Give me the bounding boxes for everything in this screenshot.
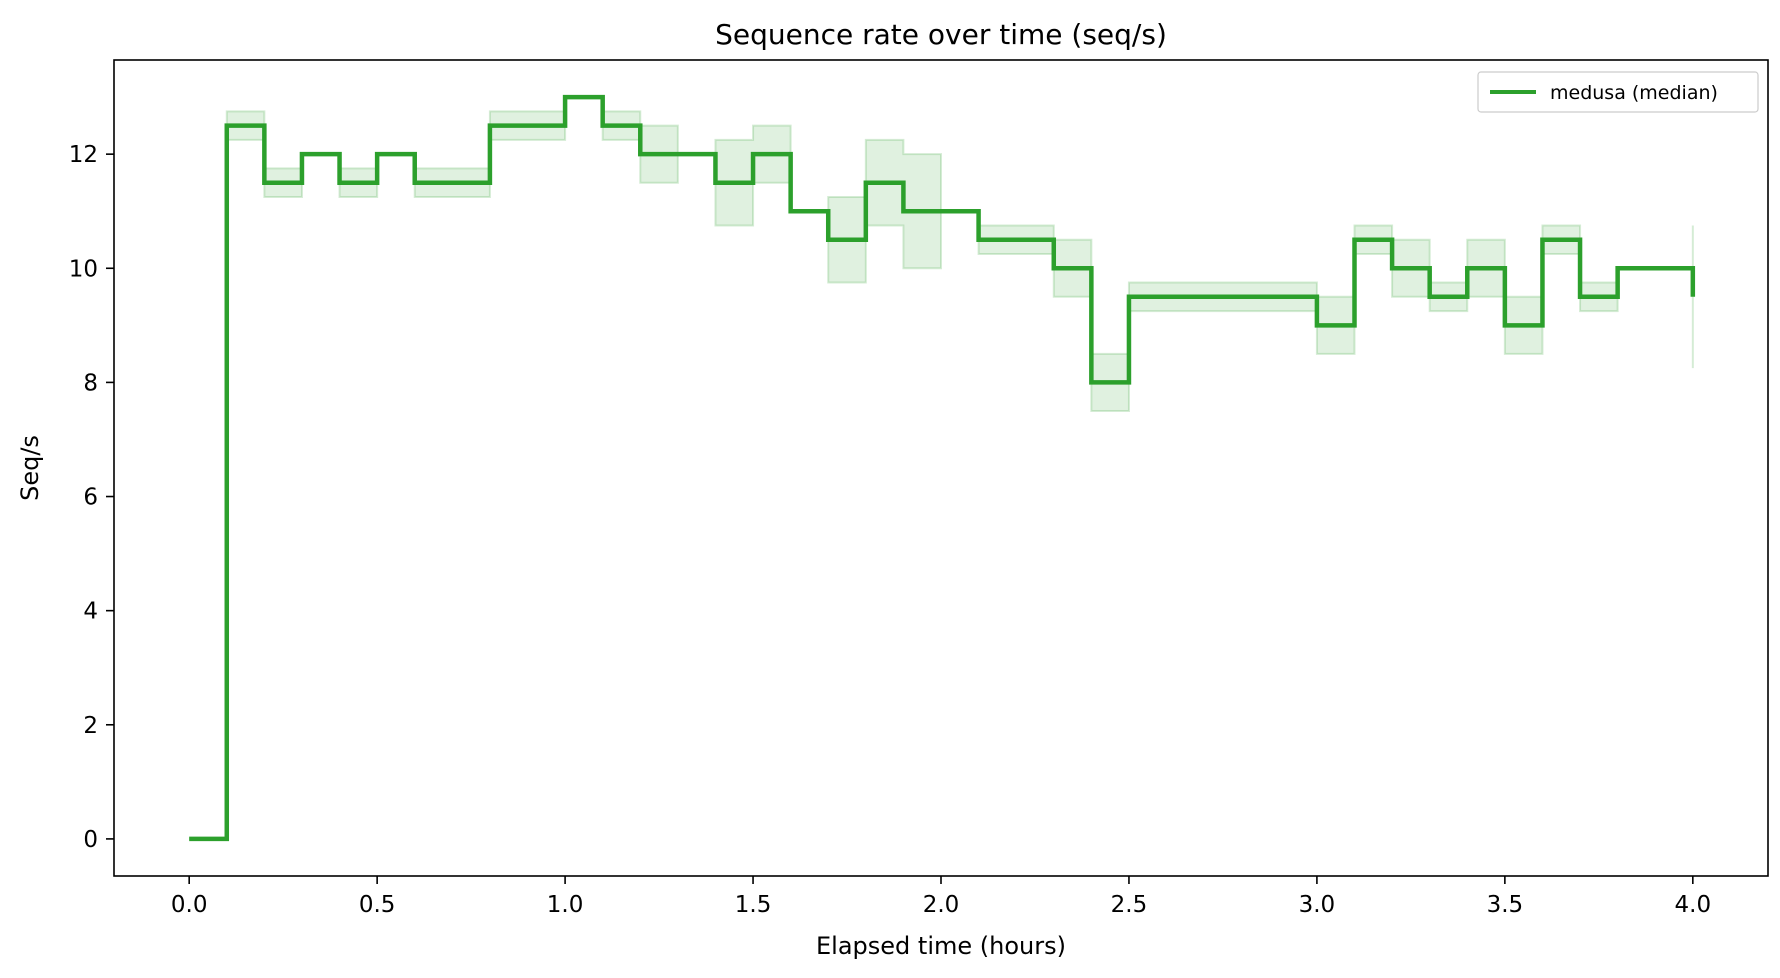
y-axis-ticks: 0 2 4 6 8 10 12 xyxy=(69,142,114,853)
x-tick-label: 1.0 xyxy=(547,892,584,918)
y-tick-label: 8 xyxy=(83,370,98,396)
y-tick-label: 6 xyxy=(83,485,98,511)
legend: medusa (median) xyxy=(1477,71,1759,113)
x-tick-label: 1.5 xyxy=(735,892,772,918)
y-tick-label: 10 xyxy=(69,256,98,282)
y-tick-label: 12 xyxy=(69,142,98,168)
x-axis-title: Elapsed time (hours) xyxy=(816,932,1066,960)
x-tick-label: 2.5 xyxy=(1111,892,1148,918)
x-tick-label: 4.0 xyxy=(1675,892,1712,918)
series-layer xyxy=(189,94,1696,842)
x-axis-ticks: 0.0 0.5 1.0 1.5 2.0 2.5 3.0 3.5 4.0 xyxy=(171,876,1711,918)
y-axis-title: Seq/s xyxy=(16,435,44,501)
chart-title: Sequence rate over time (seq/s) xyxy=(715,18,1167,51)
x-tick-label: 2.0 xyxy=(923,892,960,918)
series-line-medusa-median xyxy=(189,94,1696,842)
y-tick-label: 0 xyxy=(83,827,98,853)
x-tick-label: 3.5 xyxy=(1487,892,1524,918)
y-tick-label: 2 xyxy=(83,713,98,739)
legend-label: medusa (median) xyxy=(1550,82,1718,104)
x-tick-label: 0.0 xyxy=(171,892,208,918)
x-tick-label: 0.5 xyxy=(359,892,396,918)
y-tick-label: 4 xyxy=(83,599,98,625)
x-tick-label: 3.0 xyxy=(1299,892,1336,918)
legend-box xyxy=(1477,71,1759,113)
